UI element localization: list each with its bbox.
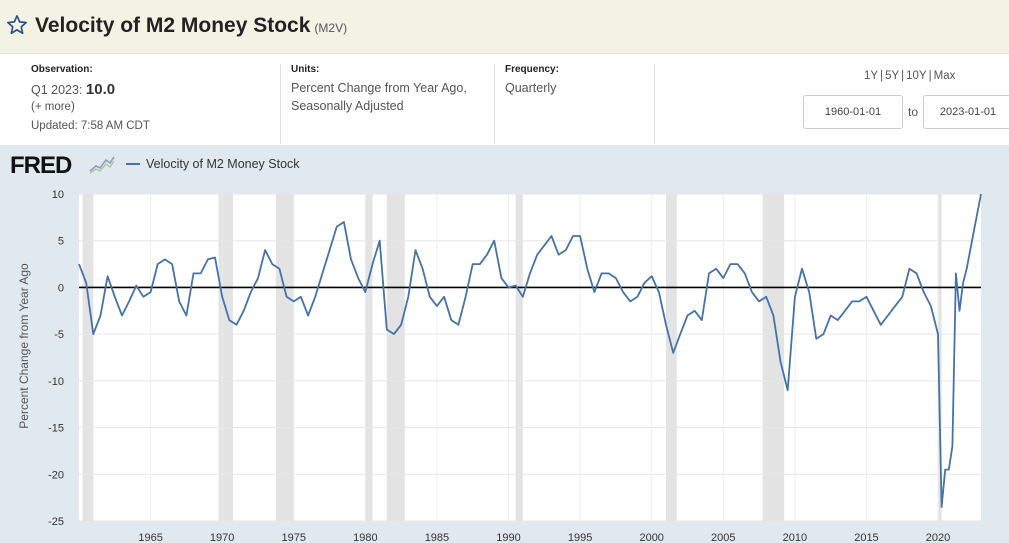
recession-band	[938, 194, 942, 521]
observation-block: Observation: Q1 2023: 10.0 (+ more) Upda…	[31, 64, 150, 132]
y-tick-label: -20	[48, 469, 64, 481]
recession-band	[386, 194, 405, 521]
x-tick-label: 1970	[210, 532, 234, 543]
recession-band	[365, 194, 373, 521]
units-value: Percent Change from Year Ago, Seasonally…	[291, 79, 467, 115]
observation-value: 10.0	[85, 81, 116, 98]
y-tick-label: -15	[48, 423, 64, 435]
x-tick-label: 2020	[926, 532, 950, 543]
fred-chart-icon	[89, 156, 115, 174]
recession-band	[82, 194, 94, 521]
x-tick-label: 2010	[783, 532, 807, 543]
divider	[280, 64, 281, 144]
y-tick-label: -5	[54, 329, 64, 341]
observation-label: Observation:	[31, 64, 93, 75]
x-tick-label: 1995	[568, 532, 592, 543]
x-tick-label: 1965	[138, 532, 162, 543]
recession-band	[515, 194, 523, 521]
observation-period: Q1 2023:	[31, 83, 83, 97]
start-date-input[interactable]: 1960-01-01	[803, 95, 903, 129]
y-tick-label: -10	[48, 376, 64, 388]
end-date-input[interactable]: 2023-01-01	[923, 95, 1009, 129]
recession-band	[666, 194, 677, 521]
line-chart: 10 5 0 -5 -10 -15 -20 -25 1965 1970 1975 1980 1985 1…	[17, 189, 982, 543]
range-separator: |	[880, 70, 884, 82]
range-5y[interactable]: 5Y	[885, 70, 900, 82]
recession-band	[218, 194, 233, 521]
series-meta: Observation: Q1 2023: 10.0 (+ more) Upda…	[0, 54, 1009, 145]
series-title: Velocity of M2 Money Stock	[35, 14, 311, 37]
plot-background	[79, 194, 981, 521]
chart-legend: Velocity of M2 Money Stock	[126, 157, 300, 171]
to-label: to	[908, 105, 919, 119]
x-tick-label: 2015	[854, 532, 878, 543]
units-label: Units:	[291, 64, 320, 75]
page-title: Velocity of M2 Money Stock (M2V)	[35, 14, 347, 38]
range-1y[interactable]: 1Y	[864, 70, 879, 82]
x-tick-label: 2000	[639, 532, 663, 543]
x-tick-label: 1990	[496, 532, 520, 543]
x-tick-label: 1980	[353, 532, 377, 543]
chart-area: 10 5 0 -5 -10 -15 -20 -25 1965 1970 1975 1980 1985 1…	[0, 145, 1009, 543]
series-line	[78, 193, 982, 508]
range-selector: 1Y | 5Y | 10Y | Max	[864, 70, 955, 82]
frequency-label: Frequency:	[505, 64, 559, 75]
y-axis-label: Percent Change from Year Ago	[17, 263, 31, 429]
x-tick-label: 2005	[711, 532, 735, 543]
range-10y[interactable]: 10Y	[906, 70, 927, 82]
series-id: (M2V)	[314, 21, 348, 35]
units-block: Units: Percent Change from Year Ago, Sea…	[291, 64, 467, 115]
range-separator: |	[901, 70, 905, 82]
legend-swatch	[126, 163, 140, 165]
y-tick-label: 10	[52, 189, 64, 201]
more-link[interactable]: (+ more)	[31, 101, 75, 113]
fred-logo[interactable]: FRED	[10, 152, 72, 179]
divider	[494, 64, 495, 144]
units-line-2: Seasonally Adjusted	[291, 99, 404, 113]
y-tick-label: 5	[58, 236, 64, 248]
units-line-1: Percent Change from Year Ago,	[291, 81, 467, 95]
recession-band	[275, 194, 294, 521]
title-bar: Velocity of M2 Money Stock (M2V)	[0, 0, 1009, 54]
legend-label: Velocity of M2 Money Stock	[146, 157, 300, 171]
divider	[654, 64, 655, 144]
updated-text: Updated: 7:58 AM CDT	[31, 120, 150, 132]
range-separator: |	[928, 70, 932, 82]
frequency-block: Frequency: Quarterly	[505, 64, 559, 97]
y-tick-label: 0	[58, 282, 64, 294]
x-tick-label: 1975	[282, 532, 306, 543]
frequency-value: Quarterly	[505, 81, 557, 95]
range-max[interactable]: Max	[933, 70, 956, 82]
y-tick-label: -25	[48, 516, 64, 528]
star-icon[interactable]	[6, 14, 28, 36]
observation-line: Q1 2023: 10.0	[31, 81, 150, 98]
recession-band	[762, 194, 785, 521]
x-tick-label: 1985	[425, 532, 449, 543]
